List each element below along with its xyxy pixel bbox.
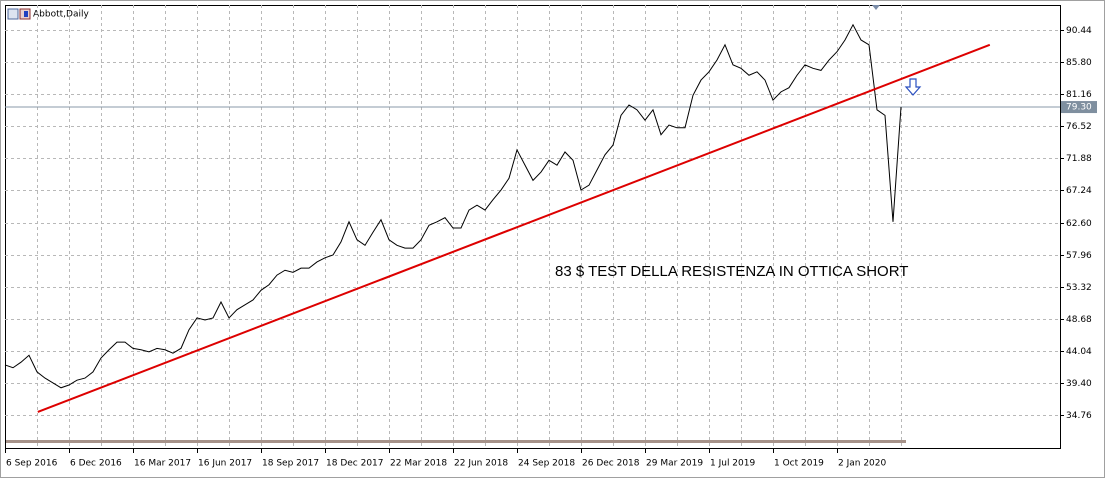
y-tick-label: 90.44 <box>1066 26 1092 36</box>
y-tick-label: 71.88 <box>1066 154 1092 164</box>
x-tick-label: 6 Dec 2016 <box>70 459 122 469</box>
y-tick-label: 39.40 <box>1066 379 1092 389</box>
x-tick-label: 18 Sep 2017 <box>262 459 319 469</box>
x-tick-label: 22 Jun 2018 <box>454 459 508 469</box>
last-price-box <box>1061 101 1097 114</box>
annotation: 83 $ TEST DELLA RESISTENZA IN OTTICA SHO… <box>555 263 908 280</box>
price-line <box>4 23 902 389</box>
x-tick-label: 1 Jul 2019 <box>710 459 755 469</box>
y-tick-label: 48.68 <box>1066 315 1092 325</box>
trend-line <box>37 43 991 413</box>
y-tick-label: 85.80 <box>1066 58 1092 68</box>
x-tick-label: 18 Dec 2017 <box>326 459 384 469</box>
y-tick-label: 44.04 <box>1066 347 1092 357</box>
x-tick-label: 16 Jun 2017 <box>198 459 252 469</box>
period-marker <box>872 5 880 10</box>
last-price-label: 79.30 <box>1066 103 1092 113</box>
x-tick-label: 2 Jan 2020 <box>838 459 886 469</box>
y-tick-label: 57.96 <box>1066 251 1092 261</box>
x-tick-label: 29 Mar 2019 <box>646 459 703 469</box>
down-arrow-icon <box>904 78 922 96</box>
title-icons <box>7 8 31 20</box>
x-tick-label: 22 Mar 2018 <box>390 459 447 469</box>
plot-frame <box>5 5 1061 449</box>
y-tick-label: 53.32 <box>1066 283 1092 293</box>
y-tick-label: 81.16 <box>1066 90 1092 100</box>
x-tick-label: 26 Dec 2018 <box>582 459 640 469</box>
x-tick-label: 1 Oct 2019 <box>774 459 824 469</box>
x-tick-label: 16 Mar 2017 <box>134 459 191 469</box>
y-tick-label: 62.60 <box>1066 219 1092 229</box>
x-tick-label: 6 Sep 2016 <box>6 459 58 469</box>
chart-title: Abbott,Daily <box>33 10 89 20</box>
y-tick-label: 34.76 <box>1066 411 1092 421</box>
y-tick-label: 67.24 <box>1066 186 1092 196</box>
volume-strip <box>6 440 906 443</box>
y-tick-label: 76.52 <box>1066 122 1092 132</box>
x-tick-label: 24 Sep 2018 <box>518 459 575 469</box>
